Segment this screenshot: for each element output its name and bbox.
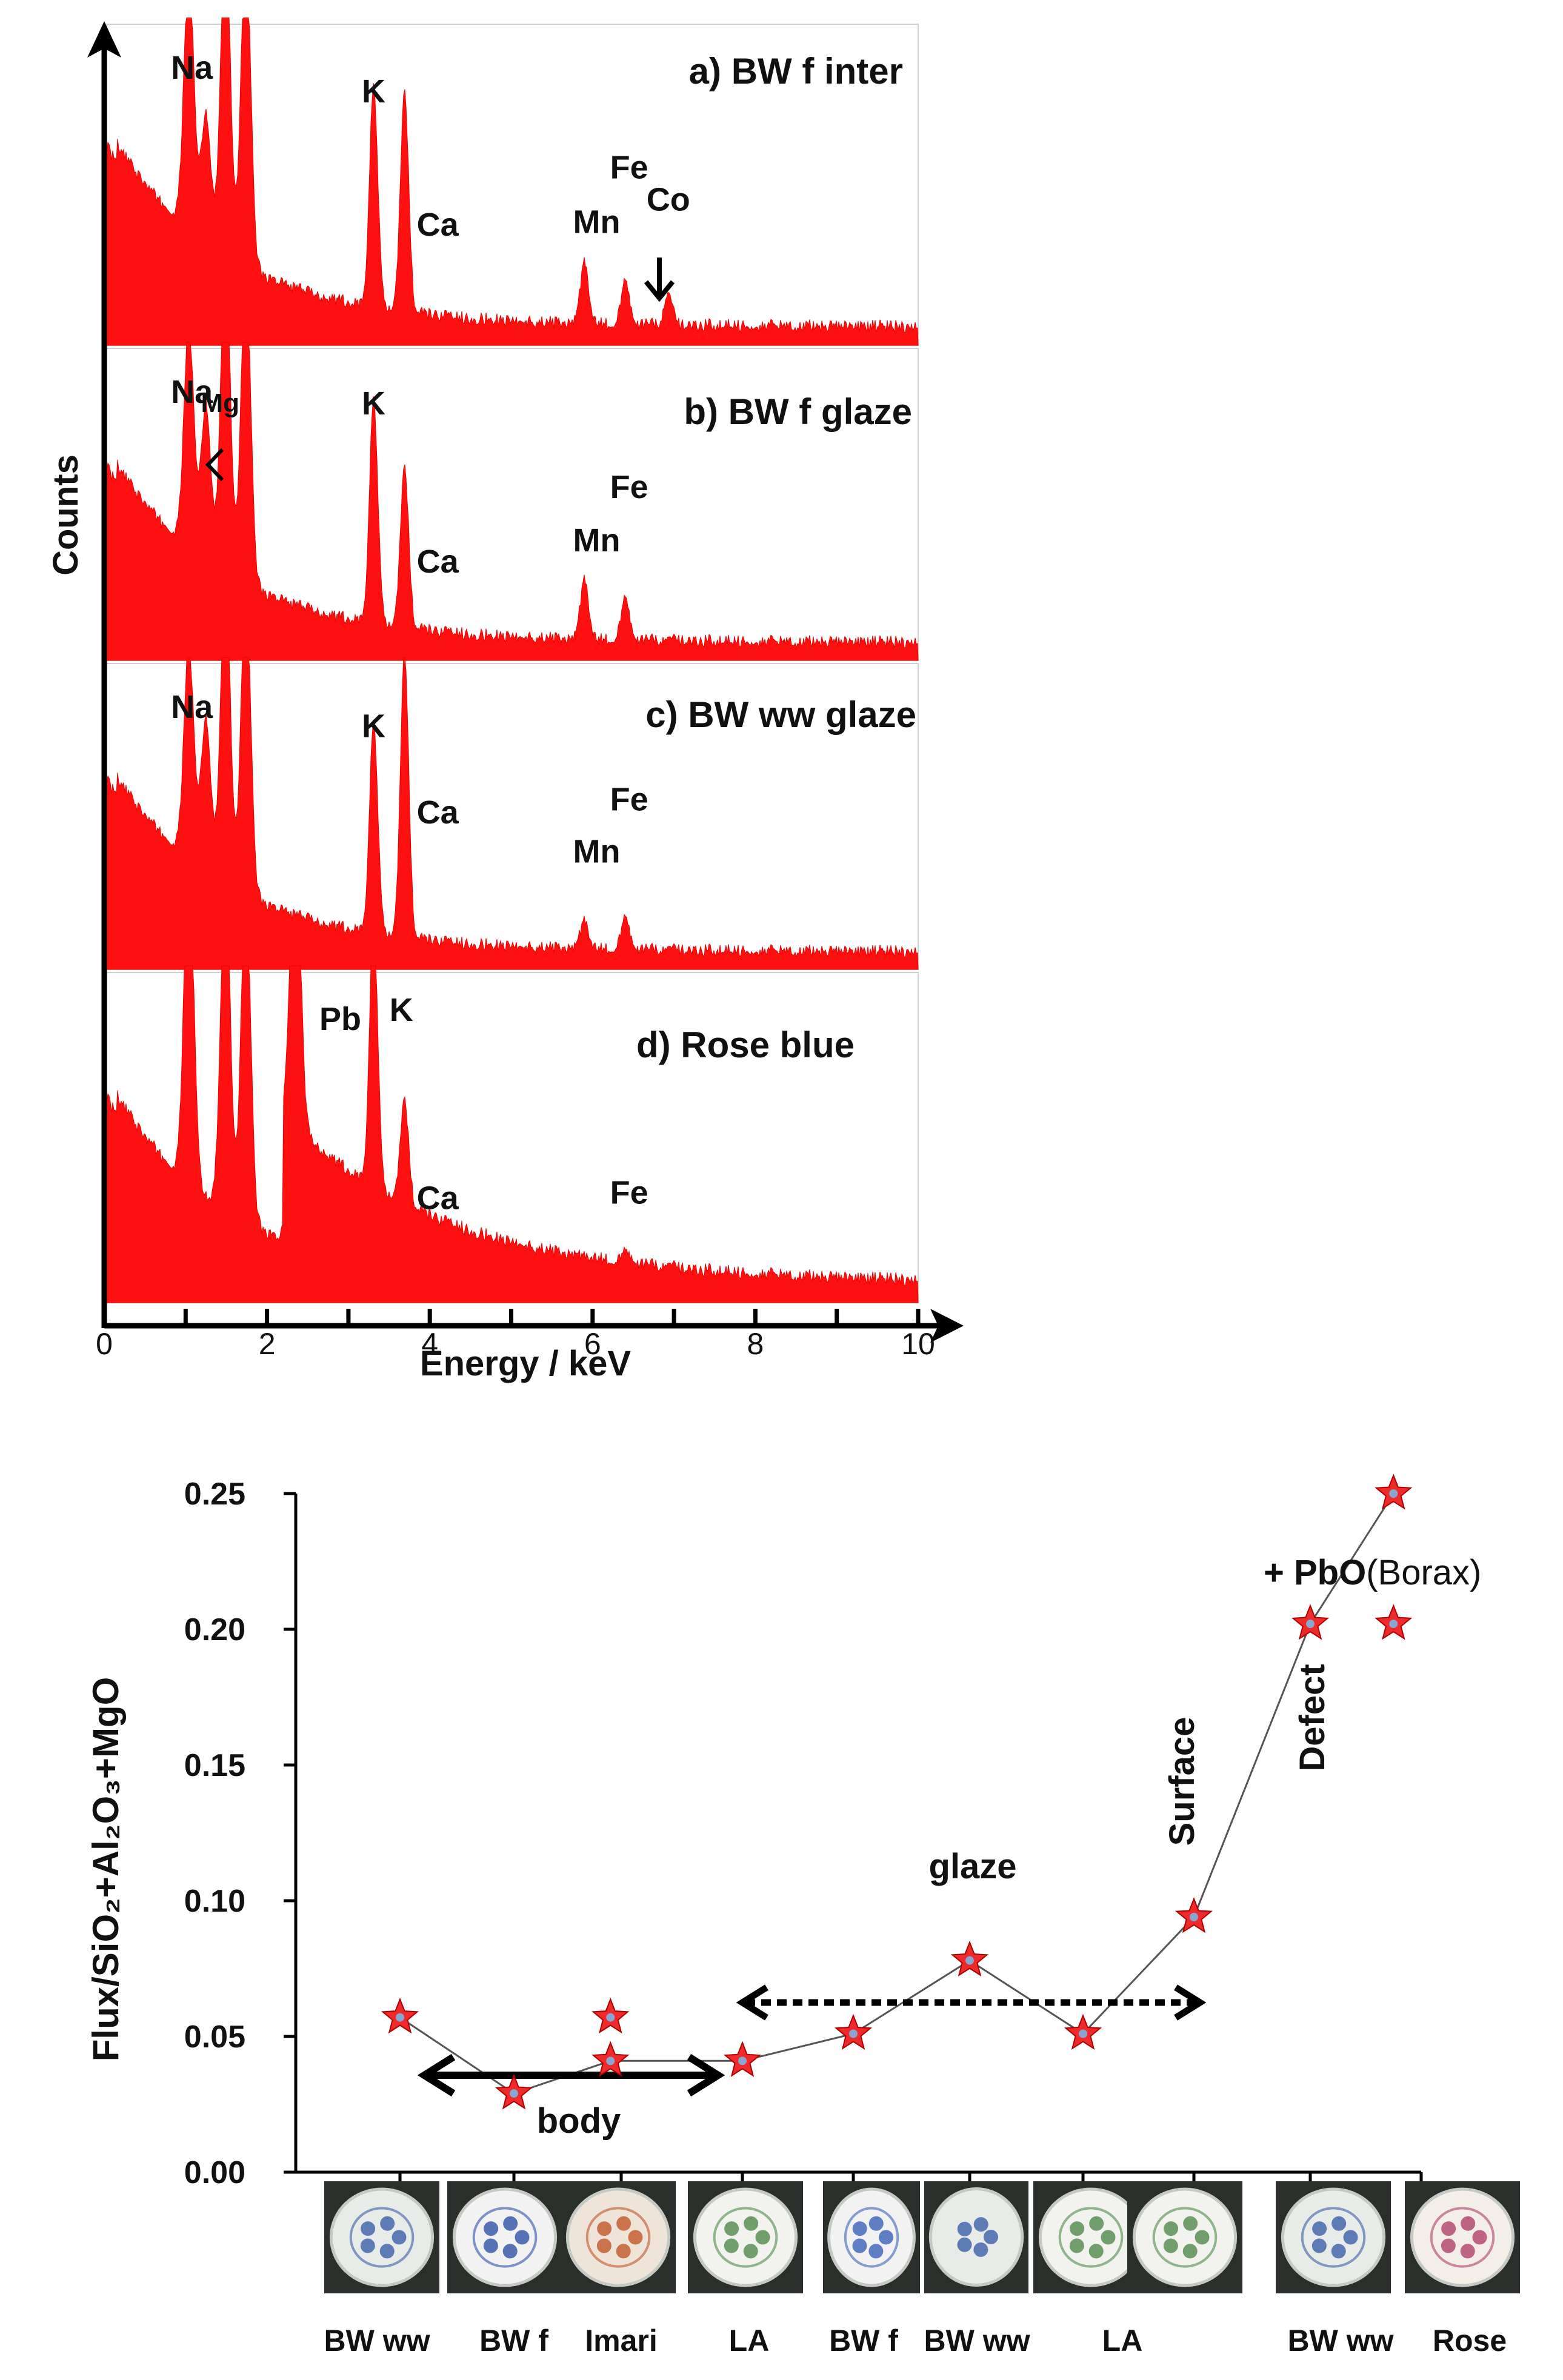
category-labels: BW ww BW f Imari LA BW f BW ww LA BW ww Rose xyxy=(324,2324,1507,2358)
x-tick-label-4: 4 xyxy=(421,1327,438,1361)
sample-photo-5 xyxy=(823,2181,920,2293)
x-tick-label-8: 8 xyxy=(747,1327,764,1361)
peak-label-pb-4: Pb xyxy=(319,1001,361,1037)
ratio-y-tick-label-0.00: 0.00 xyxy=(184,2155,245,2190)
mg-arrow xyxy=(205,448,224,482)
peak-label-k-1: K xyxy=(362,73,385,110)
ratio-y-tick-label-0.25: 0.25 xyxy=(184,1477,245,1512)
panel-label-1: a) BW f inter xyxy=(689,51,903,91)
sample-photo-3 xyxy=(561,2181,676,2293)
data-point-5 xyxy=(723,2041,762,2077)
x-axis-title: Energy / keV xyxy=(420,1344,631,1383)
x-axis-arrow xyxy=(930,1309,964,1343)
y-axis-arrow xyxy=(87,21,121,58)
x-tick-label-2: 2 xyxy=(259,1327,276,1361)
flux-ratio-chart: 0.00 0.05 0.10 0.15 0.20 0.25 Flux/SiO₂+Al₂O₃… xyxy=(85,1474,1520,2358)
ratio-y-axis-title: Flux/SiO₂+Al₂O₃+MgO xyxy=(85,1677,126,2061)
peak-label-fe-2: Fe xyxy=(610,469,648,505)
category-label-6: BW ww xyxy=(924,2324,1030,2358)
category-label-10: Rose xyxy=(1433,2324,1507,2358)
data-point-10 xyxy=(1291,1604,1330,1640)
surface-label: Surface xyxy=(1162,1717,1202,1846)
peak-label-ca-3: Ca xyxy=(417,794,459,831)
ratio-y-ticks: 0.00 0.05 0.10 0.15 0.20 0.25 xyxy=(184,1477,296,2190)
panel-label-2: b) BW f glaze xyxy=(684,391,912,432)
glaze-range-arrow xyxy=(736,1984,1207,2021)
data-point-1 xyxy=(381,1997,419,2034)
data-stars xyxy=(381,1474,1413,2110)
category-label-5: BW f xyxy=(829,2324,898,2358)
data-point-7 xyxy=(950,1940,989,1977)
peak-label-mn-3: Mn xyxy=(573,833,621,869)
spectrum-area-4 xyxy=(106,965,919,1303)
peak-label-fe-3: Fe xyxy=(610,781,648,817)
borax-text: (Borax) xyxy=(1366,1553,1481,1592)
x-tick-label-0: 0 xyxy=(96,1327,113,1361)
peak-label-na-3: Na xyxy=(171,689,213,725)
data-point-3 xyxy=(592,1997,630,2034)
peak-label-mn-2: Mn xyxy=(573,522,621,559)
co-arrow xyxy=(644,258,675,302)
sample-photo-8 xyxy=(1127,2181,1242,2293)
peak-label-k-4: K xyxy=(390,992,413,1028)
ratio-y-tick-label-0.10: 0.10 xyxy=(184,1884,245,1919)
x-tick-label-10: 10 xyxy=(901,1327,935,1361)
data-point-8 xyxy=(1064,2013,1102,2050)
category-label-3: Imari xyxy=(585,2324,658,2358)
body-label: body xyxy=(537,2101,621,2141)
sample-photo-6 xyxy=(924,2181,1028,2293)
sample-photos xyxy=(324,2181,1520,2293)
ratio-y-tick-label-0.15: 0.15 xyxy=(184,1748,245,1783)
panel-label-3: c) BW ww glaze xyxy=(645,694,916,735)
defect-label: Defect xyxy=(1293,1664,1332,1771)
spectra-areas xyxy=(106,17,919,1303)
peak-label-fe-1: Fe xyxy=(610,149,648,185)
peak-label-na-2: Na xyxy=(171,374,213,410)
peak-label-fe-4: Fe xyxy=(610,1175,648,1211)
y-axis-title: Counts xyxy=(46,454,85,576)
data-point-4 xyxy=(592,2041,630,2077)
sample-photo-9 xyxy=(1276,2181,1391,2293)
data-point-9 xyxy=(1175,1897,1213,1933)
peak-label-ca-2: Ca xyxy=(417,543,459,580)
peak-label-ca-1: Ca xyxy=(417,207,459,243)
category-label-4: LA xyxy=(729,2324,770,2358)
data-point-2 xyxy=(495,2073,533,2110)
category-label-2: BW f xyxy=(479,2324,548,2358)
x-ticks: 0 2 4 6 8 10 xyxy=(96,1309,935,1361)
category-label-9: BW ww xyxy=(1288,2324,1394,2358)
peak-label-mg-2: Mg xyxy=(201,388,240,418)
peak-label-k-3: K xyxy=(362,708,385,745)
spectrum-area-3 xyxy=(106,657,919,970)
peak-label-co-1: Co xyxy=(647,181,690,218)
pbo-bold: + PbO xyxy=(1264,1553,1366,1592)
category-label-7: LA xyxy=(1102,2324,1143,2358)
peak-label-na-1: Na xyxy=(171,50,213,86)
peak-label-ca-4: Ca xyxy=(417,1180,459,1217)
pbo-annotation: + PbO(Borax) xyxy=(1264,1553,1481,1592)
peak-label-k-2: K xyxy=(362,385,385,422)
ratio-y-tick-label-0.05: 0.05 xyxy=(184,2019,245,2055)
peak-label-mn-1: Mn xyxy=(573,204,621,241)
sample-photo-2 xyxy=(447,2181,562,2293)
sample-photo-1 xyxy=(324,2181,439,2293)
category-label-1: BW ww xyxy=(324,2324,430,2358)
panel-label-4: d) Rose blue xyxy=(636,1025,855,1065)
spectrum-area-2 xyxy=(106,342,919,661)
spectrum-area-1 xyxy=(106,17,919,346)
glaze-label: glaze xyxy=(928,1847,1016,1886)
sample-photo-10 xyxy=(1405,2181,1520,2293)
data-point-12 xyxy=(1375,1604,1413,1640)
body-range-arrow xyxy=(417,2053,725,2097)
data-point-11 xyxy=(1375,1474,1413,1510)
data-point-6 xyxy=(834,2013,873,2050)
sample-photo-4 xyxy=(688,2181,803,2293)
x-tick-label-6: 6 xyxy=(584,1327,601,1361)
ratio-y-tick-label-0.20: 0.20 xyxy=(184,1612,245,1647)
